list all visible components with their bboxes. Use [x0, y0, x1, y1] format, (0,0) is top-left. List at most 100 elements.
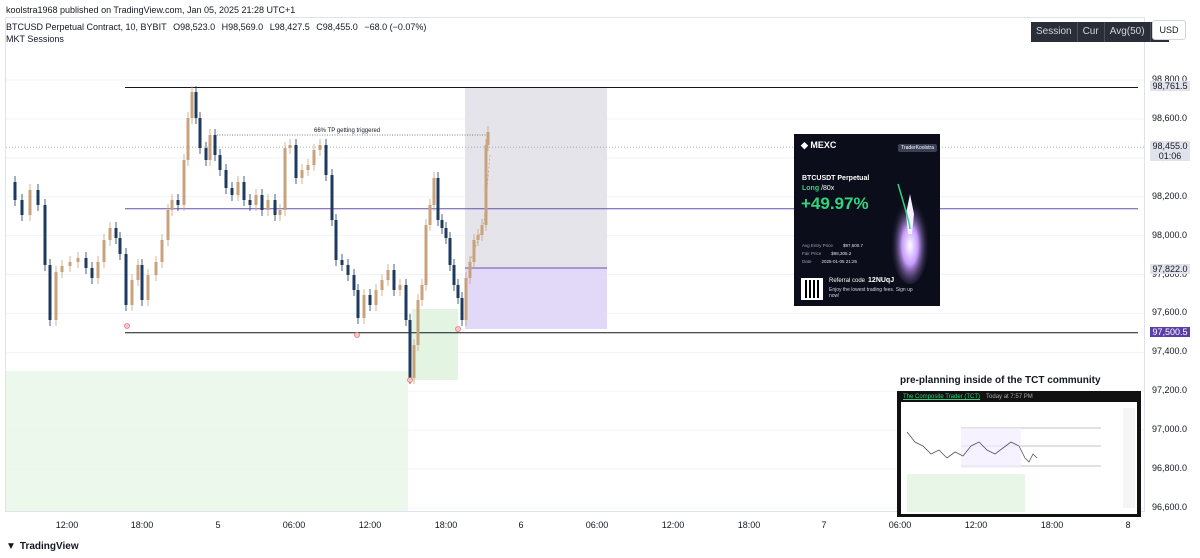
candle-body	[102, 240, 106, 262]
indicator-label[interactable]: MKT Sessions	[6, 34, 64, 44]
candle-body	[36, 190, 40, 205]
candle-body	[448, 238, 452, 265]
swing-low-marker	[455, 326, 461, 332]
candle-body	[176, 200, 180, 205]
candle-body	[186, 118, 190, 160]
mexc-row: Fair Price $98,305.2	[802, 251, 852, 256]
candle-body	[20, 200, 24, 215]
candle-body	[273, 200, 277, 215]
candle-body	[300, 170, 304, 178]
projection-path	[469, 154, 491, 263]
cur-button[interactable]: Cur	[1078, 22, 1105, 42]
candle-body	[194, 92, 198, 118]
candle-body	[444, 228, 448, 238]
candle-body	[334, 220, 338, 260]
candle-body	[404, 285, 408, 320]
swing-low-marker	[407, 377, 413, 383]
candle-body	[392, 270, 396, 290]
candle-body	[130, 280, 134, 305]
candle-body	[108, 228, 112, 240]
candle-body	[124, 254, 128, 305]
candle-body	[340, 260, 344, 265]
candle-body	[13, 182, 17, 200]
candle-body	[346, 265, 350, 275]
published-line: koolstra1968 published on TradingView.co…	[6, 5, 296, 15]
y-tick-label: 98,600.0	[1152, 112, 1188, 123]
candle-body	[484, 145, 488, 225]
avg-button[interactable]: Avg(50)	[1105, 22, 1151, 42]
mexc-referral-sub: Enjoy the lowest trading fees. Sign up n…	[829, 287, 913, 299]
chart-frame	[5, 17, 1145, 512]
symbol-line: BTCUSD Perpetual Contract, 10, BYBIT O98…	[6, 22, 430, 32]
candle-body	[204, 148, 208, 160]
candle-body	[416, 300, 420, 345]
y-tick-label: 97,400.0	[1152, 346, 1188, 357]
target-zone	[465, 87, 607, 268]
candle-body	[452, 265, 456, 285]
y-tick-label: 96,600.0	[1152, 502, 1188, 512]
rocket-icon	[890, 183, 930, 284]
candle-body	[154, 262, 158, 275]
mexc-logo-icon: ◆	[801, 140, 811, 150]
mexc-pnl: +49.97%	[801, 194, 869, 213]
symbol-title[interactable]: BTCUSD Perpetual Contract, 10, BYBIT	[6, 22, 167, 32]
preplanning-channel: The Composite Trader (TCT) Today at 7:57 …	[903, 394, 1033, 400]
ohlc-low: L98,427.5	[269, 22, 310, 32]
price-tag: 98,455.0 01:06	[1150, 141, 1190, 162]
candle-body	[420, 285, 424, 300]
demand-zone-small	[412, 309, 458, 380]
tradingview-icon: ▼	[6, 541, 16, 552]
candle-body	[486, 132, 490, 145]
candle-body	[288, 145, 292, 148]
candle-body	[182, 160, 186, 205]
candle-body	[260, 195, 264, 210]
candle-body	[324, 145, 328, 175]
session-toolbar: Session Cur Avg(50) %	[1031, 22, 1170, 42]
candle-body	[68, 262, 72, 266]
candle-body	[198, 118, 202, 148]
candle-body	[266, 200, 270, 210]
candle-body	[160, 240, 164, 262]
candle-body	[218, 155, 222, 170]
x-tick-label: 06:00	[282, 520, 306, 530]
candle-body	[356, 290, 360, 318]
currency-button[interactable]: USD	[1152, 20, 1186, 40]
mexc-user-tag: TraderKoolstra	[898, 144, 937, 152]
y-tick-label: 97,000.0	[1152, 424, 1188, 435]
x-tick-label: 18:00	[130, 520, 154, 530]
y-tick-label: 97,200.0	[1152, 385, 1188, 396]
mexc-logo: ◆ MEXC	[801, 140, 837, 150]
candle-body	[380, 280, 384, 290]
candle-body	[278, 210, 282, 215]
candle-body	[432, 178, 436, 205]
candle-body	[424, 225, 428, 285]
x-tick-label: 8	[1125, 520, 1131, 530]
candle-body	[114, 228, 118, 238]
x-tick-label: 12:00	[358, 520, 382, 530]
candle-body	[224, 170, 228, 188]
candle-body	[170, 200, 174, 210]
candle-body	[476, 235, 480, 240]
x-tick-label: 06:00	[585, 520, 609, 530]
candle-body	[166, 210, 170, 240]
candle-body	[248, 200, 252, 205]
session-button[interactable]: Session	[1031, 22, 1078, 42]
candle-body	[48, 265, 52, 320]
candle-body	[230, 188, 234, 195]
price-tag: 97,822.0	[1150, 264, 1190, 275]
price-tag: 98,761.5	[1150, 81, 1190, 92]
candle-body	[208, 135, 212, 160]
y-tick-label: 98,000.0	[1152, 229, 1188, 240]
candle-body	[90, 268, 94, 278]
candle-body	[283, 148, 287, 210]
candle-body	[28, 190, 32, 215]
preplanning-title: pre-planning inside of the TCT community	[900, 375, 1101, 386]
mexc-row: Date 2025-01-05 21:25	[802, 259, 858, 264]
candle-body	[374, 290, 378, 305]
candle-body	[118, 238, 122, 254]
preplanning-screenshot: The Composite Trader (TCT) Today at 7:57 …	[897, 391, 1141, 517]
candle-body	[362, 295, 366, 318]
candle-body	[472, 240, 476, 262]
candle-body	[352, 275, 356, 290]
